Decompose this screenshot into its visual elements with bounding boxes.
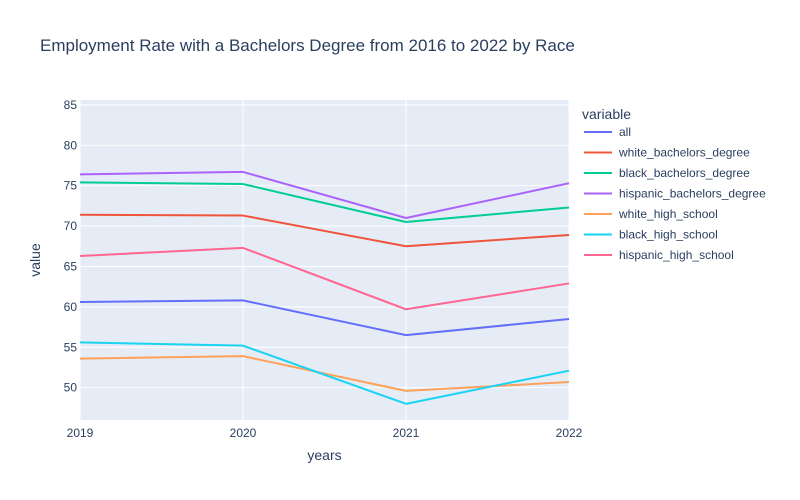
x-axis-title: years — [307, 447, 341, 463]
x-tick-label: 2022 — [556, 426, 583, 440]
legend-item-hispanic-high-school: hispanic_high_school — [619, 248, 734, 262]
plot-area — [80, 100, 569, 420]
legend: variable all white_bachelors_degree black_… — [582, 106, 766, 262]
y-tick-label: 65 — [64, 259, 78, 273]
legend-item-white-high-school: white_high_school — [618, 207, 718, 221]
series-line-hispanic-bachelors-degree — [79, 170, 570, 219]
series-line-white-bachelors-degree — [79, 213, 570, 248]
x-tick-label: 2021 — [393, 426, 420, 440]
y-tick-label: 55 — [64, 340, 78, 354]
gridlines — [79, 100, 570, 420]
y-tick-label: 60 — [64, 300, 78, 314]
y-tick-label: 80 — [64, 138, 78, 152]
x-tick-label: 2019 — [67, 426, 94, 440]
legend-item-all: all — [619, 125, 631, 139]
legend-title: variable — [582, 106, 631, 122]
chart-title: Employment Rate with a Bachelors Degree … — [40, 36, 575, 55]
y-tick-label: 70 — [64, 219, 78, 233]
y-tick-label: 75 — [64, 179, 78, 193]
y-tick-label: 50 — [64, 381, 78, 395]
x-tick-label: 2020 — [230, 426, 257, 440]
legend-item-black-bachelors-degree: black_bachelors_degree — [619, 166, 750, 180]
y-axis-title: value — [27, 243, 43, 277]
series-line-black-high-school — [79, 341, 570, 405]
y-tick-label: 85 — [64, 98, 78, 112]
series-line-black-bachelors-degree — [79, 181, 570, 224]
series-lines — [79, 170, 570, 405]
legend-item-black-high-school: black_high_school — [619, 228, 718, 242]
x-axis-ticks: 2019 2020 2021 2022 — [67, 426, 583, 440]
legend-item-white-bachelors-degree: white_bachelors_degree — [618, 146, 750, 160]
series-line-hispanic-high-school — [79, 246, 570, 311]
y-axis-ticks: 50 55 60 65 70 75 80 85 — [64, 98, 78, 395]
series-line-all — [79, 299, 570, 337]
legend-item-hispanic-bachelors-degree: hispanic_bachelors_degree — [619, 187, 766, 201]
